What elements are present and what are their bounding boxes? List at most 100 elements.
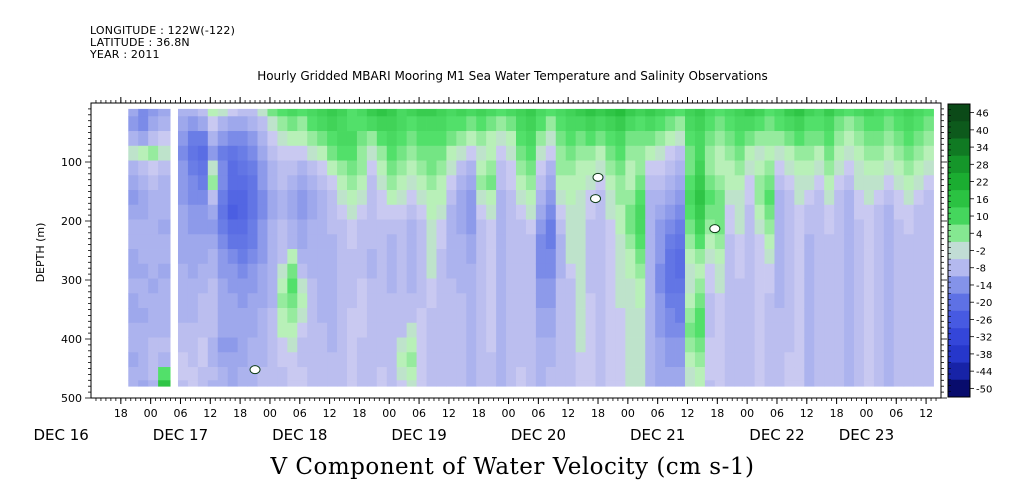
heatmap-cell [873, 160, 885, 176]
heatmap-cell [486, 204, 497, 220]
heatmap-cell [525, 204, 537, 220]
heatmap-cell [734, 278, 746, 294]
heatmap-cell [635, 219, 646, 235]
heatmap-cell [158, 108, 171, 117]
heatmap-cell [307, 337, 318, 353]
day-label: DEC 16 [33, 426, 88, 444]
heatmap-cell [555, 249, 567, 265]
heatmap-cell [824, 337, 835, 353]
heatmap-cell [446, 160, 457, 176]
heatmap-cell [307, 108, 318, 117]
heatmap-cell [207, 234, 219, 250]
heatmap-cell [158, 160, 171, 176]
heatmap-cell [287, 219, 298, 235]
heatmap-cell [724, 116, 736, 132]
heatmap-cell [356, 116, 368, 132]
heatmap-cell [247, 160, 258, 176]
heatmap-cell [396, 160, 408, 176]
heatmap-cell [426, 160, 437, 176]
heatmap-cell [784, 367, 795, 381]
heatmap-cell [406, 108, 417, 117]
heatmap-cell [804, 116, 815, 132]
heatmap-cell [794, 293, 805, 309]
heatmap-cell [466, 190, 477, 206]
heatmap-cell [207, 219, 219, 235]
heatmap-cell [337, 367, 348, 381]
heatmap-cell [844, 145, 855, 161]
heatmap-cell [217, 249, 229, 265]
heatmap-cell [416, 293, 427, 309]
heatmap-cell [764, 145, 775, 161]
heatmap-cell [734, 352, 746, 368]
longitude-label: LONGITUDE : 122W(-122) [90, 24, 236, 37]
colorbar-label: -32 [976, 333, 992, 344]
heatmap-cell [217, 293, 229, 309]
heatmap-cell [287, 308, 298, 324]
heatmap-cell [635, 293, 646, 309]
heatmap-cell [635, 190, 646, 206]
heatmap-cell [744, 293, 755, 309]
heatmap-cell [903, 234, 915, 250]
heatmap-cell [277, 278, 288, 294]
heatmap-cell [625, 352, 636, 368]
heatmap-cell [873, 278, 885, 294]
heatmap-cell [376, 175, 388, 191]
heatmap-cell [356, 380, 368, 387]
heatmap-cell [655, 175, 666, 191]
heatmap-cell [476, 293, 487, 309]
heatmap-cell [506, 308, 517, 324]
heatmap-cell [854, 131, 865, 147]
heatmap-cell [774, 131, 785, 147]
heatmap-cell [396, 116, 408, 132]
heatmap-cell [854, 278, 865, 294]
heatmap-cell [237, 116, 248, 132]
heatmap-cell [177, 190, 189, 206]
heatmap-cell [625, 308, 636, 324]
heatmap-cell [605, 367, 616, 381]
heatmap-cell [665, 234, 676, 250]
heatmap-cell [177, 249, 189, 265]
heatmap-cell [138, 380, 149, 387]
heatmap-cell [506, 190, 517, 206]
heatmap-cell [734, 204, 746, 220]
heatmap-cell [794, 108, 805, 117]
heatmap-cell [337, 131, 348, 147]
heatmap-cell [247, 249, 258, 265]
heatmap-cell [724, 234, 736, 250]
heatmap-cell [575, 249, 586, 265]
heatmap-cell [863, 204, 875, 220]
heatmap-cell [625, 263, 636, 279]
heatmap-cell [734, 190, 746, 206]
heatmap-cell [625, 116, 636, 132]
heatmap-cell [337, 204, 348, 220]
heatmap-cell [625, 204, 636, 220]
heatmap-cell [804, 263, 815, 279]
heatmap-cell [456, 160, 467, 176]
heatmap-cell [337, 337, 348, 353]
heatmap-cell [754, 293, 765, 309]
heatmap-cell [685, 175, 696, 191]
heatmap-cell [207, 190, 219, 206]
heatmap-cell [516, 352, 527, 368]
heatmap-cell [386, 293, 398, 309]
heatmap-cell [356, 145, 368, 161]
heatmap-cell [655, 367, 666, 381]
heatmap-cell [237, 190, 248, 206]
heatmap-cell [844, 322, 855, 338]
heatmap-cell [744, 249, 755, 265]
heatmap-cell [516, 234, 527, 250]
heatmap-cell [356, 308, 368, 324]
heatmap-cell [615, 249, 626, 265]
heatmap-cell [575, 145, 586, 161]
heatmap-cell [565, 308, 577, 324]
heatmap-cell [396, 145, 408, 161]
heatmap-cell [187, 175, 199, 191]
heatmap-cell [535, 322, 547, 338]
heatmap-cell [545, 145, 557, 161]
heatmap-cell [486, 219, 497, 235]
heatmap-cell [187, 219, 199, 235]
heatmap-cell [635, 160, 646, 176]
heatmap-cell [685, 367, 696, 381]
heatmap-cell [317, 367, 328, 381]
heatmap-cell [446, 116, 457, 132]
